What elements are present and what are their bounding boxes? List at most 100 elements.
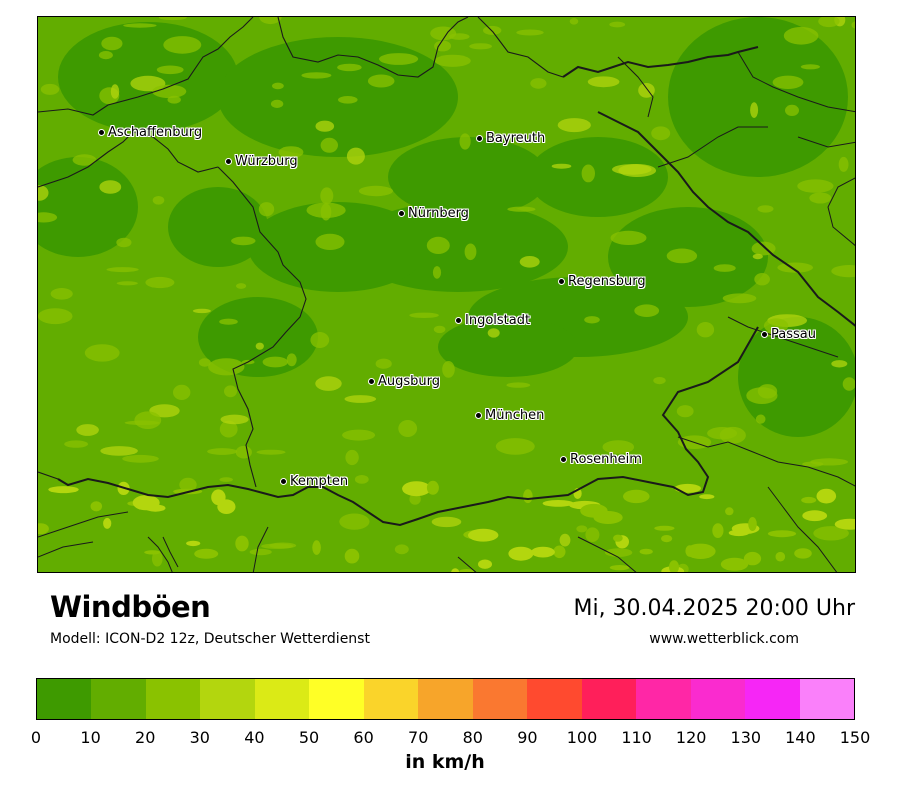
gust-area [158, 17, 187, 21]
gust-area [519, 256, 540, 268]
gust-area [551, 163, 572, 169]
alpine-gust-area [508, 546, 534, 561]
gust-area [256, 449, 286, 455]
gust-area [50, 288, 73, 300]
gust-area [231, 236, 256, 246]
gust-area [426, 236, 450, 254]
state-border [38, 17, 564, 488]
forecast-datetime: Mi, 30.04.2025 20:00 Uhr [573, 596, 855, 621]
alpine-gust-area [542, 500, 574, 507]
legend-swatch [472, 679, 528, 719]
gust-area [76, 424, 99, 436]
gust-area [842, 377, 855, 391]
gust-area [653, 377, 666, 385]
gust-area [838, 156, 849, 172]
gust-area [179, 477, 197, 492]
alpine-gust-area [748, 517, 757, 531]
alpine-gust-area [674, 483, 701, 493]
gust-area [224, 385, 237, 398]
gust-area [763, 318, 789, 334]
gust-area [459, 133, 471, 150]
legend-swatch [799, 679, 855, 719]
gust-area [134, 411, 162, 430]
legend-swatch [745, 679, 800, 719]
gust-area [72, 154, 97, 166]
legend-swatch [363, 679, 419, 719]
legend-tick-label: 50 [298, 728, 320, 747]
gust-area [258, 202, 275, 217]
city-marker: Passau [761, 326, 816, 344]
gust-area [507, 206, 536, 212]
gust-area [38, 185, 49, 201]
city-label: Rosenheim [570, 452, 642, 468]
legend-tick-label: 30 [189, 728, 210, 747]
alpine-gust-area [725, 507, 734, 516]
alpine-gust-area [794, 548, 812, 559]
city-dot [475, 412, 482, 420]
gust-area [116, 281, 138, 286]
city-marker: Nürnberg [398, 205, 469, 223]
gust-area [99, 180, 122, 194]
website-link[interactable]: www.wetterblick.com [649, 631, 799, 647]
gust-area [800, 64, 821, 70]
gust-area [208, 358, 245, 376]
legend-tick-label: 20 [135, 728, 156, 747]
gust-area [584, 316, 600, 324]
city-marker: Kempten [280, 473, 348, 491]
city-dot [560, 456, 567, 464]
gust-area [192, 308, 211, 314]
legend-swatch [309, 679, 364, 719]
gust-area [259, 17, 282, 25]
gust-area [398, 420, 418, 437]
gust-area [483, 25, 502, 35]
gust-area [696, 322, 715, 338]
gust-area [752, 253, 763, 260]
gust-area [40, 83, 60, 95]
gust-area [358, 185, 393, 197]
city-marker: Rosenheim [560, 451, 642, 469]
calm-area [438, 317, 578, 377]
city-dot [761, 331, 768, 339]
alpine-gust-area [531, 546, 555, 558]
gust-area [156, 65, 184, 75]
legend-swatch [418, 679, 473, 719]
gust-area [270, 99, 284, 108]
gust-area [434, 40, 452, 52]
gust-area [676, 405, 694, 418]
city-label: Bayreuth [486, 131, 546, 147]
legend-tick-label: 90 [517, 728, 538, 747]
gust-area [145, 276, 175, 289]
gust-area [750, 102, 759, 118]
gust-area [469, 43, 492, 50]
gust-area [152, 196, 165, 205]
alpine-gust-area [654, 525, 675, 531]
alpine-gust-area [426, 480, 439, 495]
city-marker: Bayreuth [476, 130, 545, 148]
alpine-gust-area [623, 489, 650, 504]
calm-area [388, 137, 548, 217]
alpine-gust-area [468, 528, 499, 542]
gust-area [755, 414, 766, 424]
city-label: Regensburg [568, 274, 646, 290]
gust-area [587, 76, 620, 88]
gust-area [559, 533, 571, 547]
alpine-gust-area [48, 486, 79, 494]
alpine-gust-area [816, 488, 837, 504]
city-dot [225, 158, 232, 166]
gust-area [604, 548, 633, 557]
alpine-gust-area [802, 510, 828, 522]
alpine-gust-area [669, 560, 679, 572]
gust-area [64, 440, 88, 448]
gust-area [651, 126, 671, 141]
city-label: Aschaffenburg [108, 125, 203, 141]
alpine-gust-area [459, 569, 474, 572]
gust-area [746, 387, 778, 404]
legend-swatch [91, 679, 146, 719]
gust-area [337, 63, 362, 72]
gust-area [409, 312, 439, 318]
legend-tick-label: 150 [839, 728, 871, 747]
gust-area [262, 356, 288, 368]
alpine-gust-area [553, 545, 566, 559]
alpine-gust-area [38, 523, 49, 535]
gust-area [38, 308, 73, 325]
